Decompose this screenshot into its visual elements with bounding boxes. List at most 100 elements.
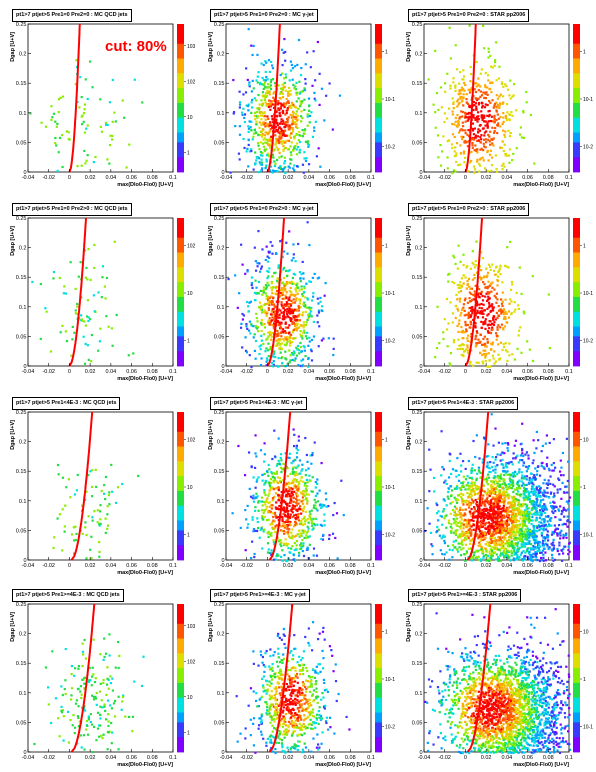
heatmap-cell [298,508,302,511]
heatmap-cell [291,481,294,485]
heatmap-cell [268,492,271,495]
heatmap-cell [266,337,269,340]
heatmap-cell [299,105,302,108]
heatmap-cell [466,352,470,355]
heatmap-cell [263,490,266,493]
heatmap-cell [244,349,248,352]
heatmap-cell [57,473,60,476]
heatmap-cell [284,89,287,92]
heatmap-cell [456,298,459,301]
heatmap-cell [286,139,289,142]
heatmap-cell [503,516,506,519]
colorbar-segment [177,476,184,482]
heatmap-cell [260,357,263,360]
heatmap-cell [282,522,285,525]
heatmap-cell [482,436,486,439]
heatmap-cell [289,536,292,539]
heatmap-cell [261,515,264,518]
heatmap-cell [317,309,320,312]
heatmap-cell [98,524,101,527]
heatmap-cell [459,542,463,545]
heatmap-cell [288,501,292,504]
heatmap-cell [272,324,275,327]
heatmap-cell [495,301,498,304]
heatmap-cell [456,100,459,103]
x-tick-label: 0.02 [85,563,96,569]
heatmap-cell [54,142,57,145]
heatmap-cell [466,488,470,491]
x-tick-label: -0.02 [42,563,55,569]
heatmap-cell [253,349,257,352]
heatmap-cell [249,126,252,129]
heatmap-cell [495,167,498,171]
heatmap-cell [461,308,464,312]
heatmap-cell [83,320,86,323]
x-tick-label: 0.02 [481,175,492,181]
heatmap-cell [284,284,287,287]
colorbar-segment [573,28,580,35]
heatmap-cell [287,514,290,517]
colorbar-segment [177,78,184,84]
heatmap-cell [535,447,538,450]
heatmap-cell [486,103,489,107]
heatmap-cell [282,102,286,105]
heatmap-cell [256,262,259,265]
heatmap-cell [491,286,494,289]
x-tick-label: -0.02 [438,175,451,181]
heatmap-cell [502,483,505,486]
heatmap-cell [456,347,459,351]
colorbar-segment [177,545,184,551]
heatmap-cell [457,93,460,96]
heatmap-cell [260,158,263,161]
heatmap-cell [296,91,299,94]
heatmap-cell [568,521,572,524]
heatmap-cell [512,94,515,97]
heatmap-cell [464,129,467,132]
y-tick-label: 0.15 [412,275,423,281]
heatmap-cell [280,118,283,121]
heatmap-cell [441,150,444,153]
heatmap-cell [287,269,290,273]
heatmap-cell [520,442,523,445]
heatmap-cell [287,456,290,459]
heatmap-cell [489,119,492,123]
heatmap-cell [478,158,482,161]
heatmap-cell [285,331,288,335]
heatmap-cell [519,133,522,136]
heatmap-cell [312,335,316,338]
y-tick-label: 0.25 [412,216,423,222]
heatmap-cell [478,296,481,299]
heatmap-cell [234,124,237,128]
heatmap-cell [476,533,479,536]
heatmap-cell [279,137,282,140]
heatmap-cell [278,504,281,508]
heatmap-cell [512,528,515,531]
heatmap-cell [443,82,447,85]
heatmap-cell [482,120,486,123]
heatmap-cell [566,525,569,528]
x-tick-label: 0.08 [345,175,356,181]
heatmap-cell [291,293,294,296]
heatmap-cell [294,288,297,291]
heatmap-cell [462,152,466,155]
heatmap-cell [545,528,548,531]
y-axis-label: Dgap [U+V] [208,32,214,62]
heatmap-cell [497,314,501,318]
y-tick-label: 0 [23,364,26,370]
heatmap-cell [490,65,493,68]
heatmap-cell [521,540,524,543]
x-tick-label: -0.04 [220,175,233,181]
y-tick-label: 0.05 [16,334,27,340]
heatmap-cell [486,479,489,482]
heatmap-cell [318,489,321,492]
heatmap-cell [40,121,43,124]
heatmap-cell [508,94,511,97]
heatmap-cell [459,516,462,519]
heatmap-cell [265,104,268,107]
heatmap-cell [464,543,468,546]
heatmap-cell [516,544,519,548]
heatmap-cell [298,547,301,550]
heatmap-cell [86,97,89,101]
heatmap-cell [478,457,481,460]
heatmap-cell [468,24,471,27]
